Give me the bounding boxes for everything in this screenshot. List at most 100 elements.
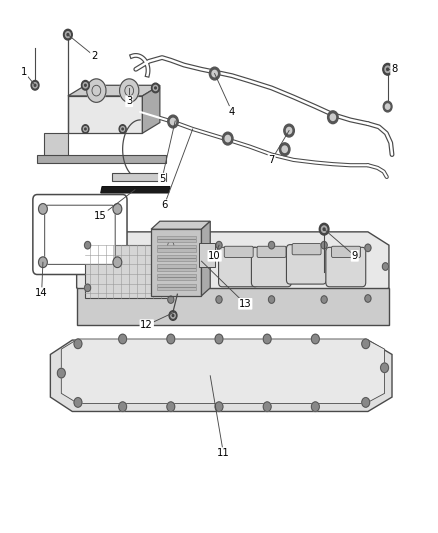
Bar — [157, 236, 196, 242]
Circle shape — [31, 80, 39, 90]
Polygon shape — [37, 155, 166, 163]
Circle shape — [385, 66, 390, 72]
Circle shape — [113, 257, 122, 268]
Text: 7: 7 — [268, 155, 275, 165]
Circle shape — [263, 402, 271, 411]
Circle shape — [83, 83, 88, 88]
Circle shape — [212, 70, 217, 77]
Circle shape — [284, 124, 294, 137]
Circle shape — [85, 84, 86, 86]
Polygon shape — [61, 339, 385, 403]
Circle shape — [153, 85, 158, 91]
Circle shape — [171, 313, 175, 318]
Text: 3: 3 — [126, 96, 132, 106]
Circle shape — [113, 204, 122, 214]
Circle shape — [119, 334, 127, 344]
Polygon shape — [77, 232, 389, 301]
Circle shape — [328, 111, 338, 124]
Bar — [157, 274, 196, 280]
Circle shape — [319, 223, 329, 235]
FancyBboxPatch shape — [219, 247, 258, 287]
Circle shape — [168, 296, 174, 303]
Polygon shape — [151, 229, 201, 296]
Circle shape — [387, 68, 389, 70]
Circle shape — [122, 128, 124, 130]
Bar — [157, 264, 196, 271]
Circle shape — [215, 334, 223, 344]
Bar — [157, 255, 196, 261]
Circle shape — [330, 114, 336, 120]
FancyBboxPatch shape — [169, 262, 190, 287]
Circle shape — [170, 118, 176, 125]
Circle shape — [74, 339, 82, 349]
Circle shape — [119, 402, 127, 411]
Text: 9: 9 — [352, 251, 358, 261]
Text: 5: 5 — [159, 174, 165, 183]
Text: 8: 8 — [391, 64, 397, 74]
Circle shape — [279, 143, 290, 156]
Circle shape — [365, 295, 371, 302]
FancyBboxPatch shape — [251, 247, 291, 287]
Circle shape — [33, 83, 37, 88]
FancyBboxPatch shape — [33, 195, 127, 274]
Circle shape — [82, 125, 89, 133]
Text: 13: 13 — [239, 299, 251, 309]
Text: 2: 2 — [91, 51, 97, 61]
Circle shape — [121, 127, 124, 131]
Polygon shape — [142, 85, 160, 133]
Circle shape — [268, 241, 275, 249]
Text: 15: 15 — [94, 211, 107, 221]
Circle shape — [381, 363, 389, 373]
FancyBboxPatch shape — [286, 245, 326, 284]
Circle shape — [321, 241, 327, 249]
FancyBboxPatch shape — [292, 244, 321, 255]
Circle shape — [311, 334, 319, 344]
Circle shape — [168, 241, 174, 249]
Circle shape — [215, 402, 223, 411]
Circle shape — [168, 115, 178, 128]
Circle shape — [225, 135, 230, 142]
Text: 6: 6 — [161, 200, 167, 210]
Polygon shape — [44, 133, 68, 160]
Text: 1: 1 — [21, 67, 27, 77]
Circle shape — [286, 127, 292, 134]
Circle shape — [74, 398, 82, 407]
Circle shape — [57, 368, 65, 378]
Text: 11: 11 — [217, 448, 230, 458]
Circle shape — [81, 80, 89, 90]
Circle shape — [365, 244, 371, 252]
Circle shape — [216, 296, 222, 303]
Polygon shape — [151, 221, 210, 229]
Circle shape — [34, 84, 36, 86]
Circle shape — [65, 31, 70, 38]
Polygon shape — [77, 288, 389, 325]
Circle shape — [85, 241, 91, 249]
Circle shape — [321, 226, 327, 232]
Circle shape — [323, 228, 325, 230]
Circle shape — [120, 79, 139, 102]
Polygon shape — [50, 340, 392, 411]
Circle shape — [263, 334, 271, 344]
Circle shape — [152, 83, 159, 93]
Circle shape — [223, 132, 233, 145]
Text: 12: 12 — [140, 320, 153, 330]
Polygon shape — [68, 85, 160, 96]
Circle shape — [383, 63, 392, 75]
Circle shape — [39, 257, 47, 268]
Circle shape — [87, 79, 106, 102]
Circle shape — [172, 314, 174, 317]
FancyBboxPatch shape — [224, 246, 253, 257]
Circle shape — [321, 296, 327, 303]
Circle shape — [64, 29, 72, 40]
Bar — [157, 284, 196, 290]
Circle shape — [167, 402, 175, 411]
Circle shape — [155, 87, 156, 89]
Polygon shape — [112, 173, 166, 181]
Polygon shape — [68, 96, 142, 133]
Circle shape — [382, 263, 389, 270]
Circle shape — [282, 146, 287, 152]
Bar — [157, 245, 196, 252]
Circle shape — [362, 398, 370, 407]
FancyBboxPatch shape — [332, 246, 360, 257]
Circle shape — [311, 402, 319, 411]
